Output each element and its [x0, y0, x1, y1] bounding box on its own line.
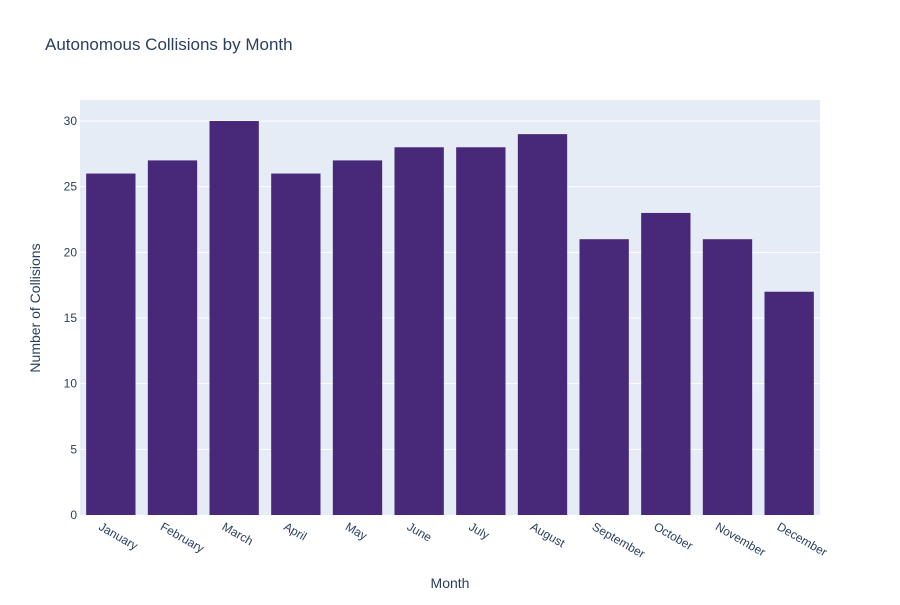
bar-november[interactable] — [702, 239, 753, 515]
bar-february[interactable] — [147, 160, 198, 516]
y-tick-label: 0 — [70, 508, 77, 522]
y-axis-title: Number of Collisions — [27, 243, 43, 372]
bar-june[interactable] — [394, 147, 444, 515]
plot-area — [80, 100, 820, 515]
bar-december[interactable] — [764, 291, 814, 515]
bars — [86, 121, 814, 516]
y-tick-label: 30 — [64, 114, 78, 128]
y-tick-label: 10 — [64, 377, 78, 391]
bar-august[interactable] — [517, 134, 568, 515]
y-tick-label: 25 — [64, 180, 78, 194]
gridlines — [80, 120, 820, 450]
bar-april[interactable] — [271, 173, 321, 515]
x-axis-title: Month — [431, 575, 470, 591]
bar-september[interactable] — [579, 239, 629, 515]
bar-may[interactable] — [332, 160, 383, 516]
bar-march[interactable] — [209, 121, 259, 515]
bar-january[interactable] — [86, 173, 136, 515]
y-tick-label: 5 — [70, 442, 77, 456]
bar-october[interactable] — [641, 212, 691, 515]
chart-title: Autonomous Collisions by Month — [45, 35, 293, 54]
y-tick-label: 20 — [64, 245, 78, 259]
y-tick-label: 15 — [64, 311, 78, 325]
y-axis-ticks: 0 5 10 15 20 25 30 — [64, 114, 78, 522]
bar-july[interactable] — [456, 147, 506, 515]
